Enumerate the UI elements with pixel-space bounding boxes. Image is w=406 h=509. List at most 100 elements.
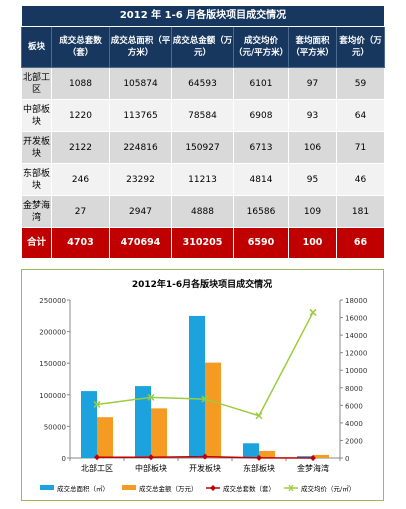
total-cell: 100 — [288, 227, 337, 259]
chart-title: 2012年1-6月各版块项目成交情况 — [132, 278, 272, 290]
table-cell: 71 — [336, 131, 385, 164]
x-tick-label: 北部工区 — [81, 463, 113, 473]
table-cell: 224816 — [109, 131, 172, 164]
point-units — [202, 453, 208, 460]
table-cell: 113765 — [109, 99, 172, 132]
y-tick-label-right: 6000 — [345, 402, 363, 410]
y-tick-label-left: 100000 — [39, 392, 66, 400]
legend-swatch — [40, 485, 54, 490]
table-cell: 181 — [336, 195, 385, 228]
table-cell: 1220 — [51, 99, 110, 132]
total-row: 合计 4703 470694 310205 6590 100 66 — [21, 227, 385, 259]
legend-swatch — [122, 485, 136, 490]
table-row: 中部板块 1220 113765 78584 6908 93 64 — [21, 99, 385, 132]
y-tick-label-left: 150000 — [39, 360, 66, 368]
column-header: 套均价（万元） — [336, 26, 385, 68]
total-cell: 310205 — [171, 227, 234, 259]
total-cell: 6590 — [233, 227, 289, 259]
point-avg-price — [255, 412, 263, 420]
x-tick-label: 金梦海湾 — [297, 463, 329, 473]
y-tick-label-right: 8000 — [345, 385, 363, 393]
table-cell: 6908 — [233, 99, 289, 132]
bar-amount — [259, 450, 275, 458]
table-cell: 78584 — [171, 99, 234, 132]
table-cell: 105874 — [109, 67, 172, 100]
table-cell: 109 — [288, 195, 337, 228]
column-header: 成交总金额（万元） — [171, 26, 234, 68]
legend-marker — [210, 485, 216, 491]
bar-area — [243, 443, 259, 458]
total-cell: 66 — [336, 227, 385, 259]
y-tick-label-right: 16000 — [345, 315, 367, 323]
bar-area — [297, 456, 313, 458]
table-row: 北部工区 1088 105874 64593 6101 97 59 — [21, 67, 385, 100]
row-label: 中部板块 — [21, 99, 52, 132]
table-cell: 97 — [288, 67, 337, 100]
bar-amount — [313, 454, 329, 458]
table-cell: 64593 — [171, 67, 234, 100]
y-tick-label-right: 2000 — [345, 437, 363, 445]
column-header: 成交均价（元/平方米） — [233, 26, 289, 68]
bar-amount — [151, 408, 167, 458]
y-tick-label-left: 50000 — [44, 423, 66, 431]
point-avg-price — [201, 395, 209, 403]
table-cell: 27 — [51, 195, 110, 228]
table-cell: 246 — [51, 163, 110, 196]
row-label: 北部工区 — [21, 67, 52, 100]
column-header: 成交总面积（平方米） — [109, 26, 172, 68]
deal-summary-table-wrap: 2012 年 1-6 月各版块项目成交情况 板块 成交总套数（套） 成交总面积（平方… — [21, 5, 385, 259]
y-tick-label-right: 18000 — [345, 297, 367, 305]
y-tick-label-right: 0 — [345, 455, 349, 463]
legend-label: 成交总面积（㎡） — [57, 484, 109, 493]
point-units — [94, 454, 100, 461]
bar-area — [135, 386, 151, 458]
x-tick-label: 开发板块 — [189, 463, 221, 473]
total-label: 合计 — [21, 227, 52, 259]
table-cell: 2122 — [51, 131, 110, 164]
table-cell: 16586 — [233, 195, 289, 228]
table-cell: 6713 — [233, 131, 289, 164]
point-units — [256, 454, 262, 461]
bar-amount — [97, 417, 113, 458]
point-avg-price — [309, 308, 317, 316]
table-cell: 93 — [288, 99, 337, 132]
y-tick-label-left: 0 — [62, 455, 66, 463]
point-avg-price — [147, 393, 155, 401]
row-label: 开发板块 — [21, 131, 52, 164]
y-tick-label-left: 250000 — [39, 297, 66, 305]
total-cell: 470694 — [109, 227, 172, 259]
bar-area — [81, 391, 97, 458]
y-tick-label-right: 14000 — [345, 332, 367, 340]
table-row: 开发板块 2122 224816 150927 6713 106 71 — [21, 131, 385, 164]
table-cell: 2947 — [109, 195, 172, 228]
total-cell: 4703 — [51, 227, 110, 259]
chart-panel: 2012年1-6月各版块项目成交情况 0 50000 100000 150000 2000… — [21, 269, 384, 501]
bar-area — [189, 315, 205, 458]
table-cell: 4888 — [171, 195, 234, 228]
x-tick-label: 东部板块 — [243, 463, 275, 473]
point-units — [310, 454, 316, 461]
legend-marker — [288, 484, 294, 492]
table-row: 金梦海湾 27 2947 4888 16586 109 181 — [21, 195, 385, 228]
legend-label: 成交均价（元/㎡） — [301, 484, 355, 493]
deal-summary-table: 2012 年 1-6 月各版块项目成交情况 板块 成交总套数（套） 成交总面积（平方… — [21, 5, 385, 259]
table-row: 东部板块 246 23292 11213 4814 95 46 — [21, 163, 385, 196]
table-cell: 11213 — [171, 163, 234, 196]
bar-amount — [205, 362, 221, 458]
table-cell: 95 — [288, 163, 337, 196]
table-cell: 150927 — [171, 131, 234, 164]
legend-label: 成交总金额（万元） — [139, 484, 198, 493]
column-header: 板块 — [21, 26, 52, 68]
column-header: 成交总套数（套） — [51, 26, 110, 68]
point-units — [148, 454, 154, 461]
table-title: 2012 年 1-6 月各版块项目成交情况 — [21, 5, 385, 27]
y-tick-label-right: 12000 — [345, 350, 367, 358]
table-cell: 4814 — [233, 163, 289, 196]
table-cell: 59 — [336, 67, 385, 100]
combo-chart: 2012年1-6月各版块项目成交情况 0 50000 100000 150000 2000… — [39, 278, 367, 493]
legend-label: 成交总套数（套） — [223, 484, 275, 493]
table-cell: 23292 — [109, 163, 172, 196]
y-tick-label-left: 200000 — [39, 329, 66, 337]
table-cell: 6101 — [233, 67, 289, 100]
row-label: 金梦海湾 — [21, 195, 52, 228]
